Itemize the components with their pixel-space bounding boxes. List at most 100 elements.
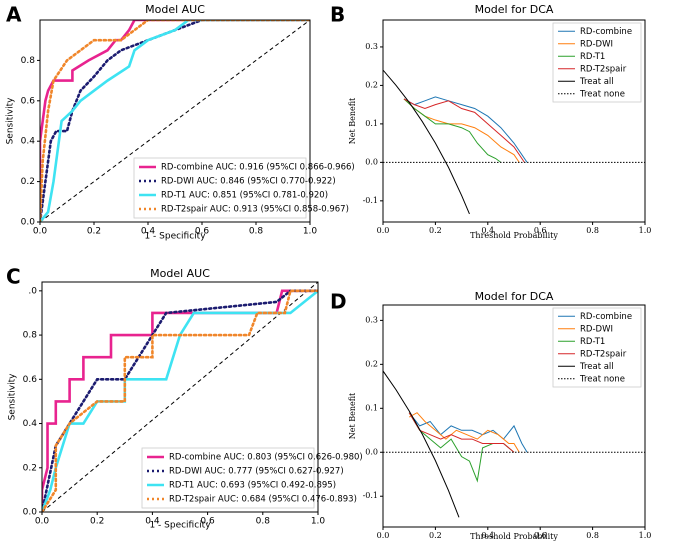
series-line — [408, 412, 515, 453]
y-tick-label: 0.8 — [21, 56, 36, 66]
x-tick-label: 1.0 — [311, 517, 326, 527]
x-axis-label: 1 - Specificity — [144, 232, 206, 242]
reference-diagonal — [40, 20, 310, 222]
plot-area — [42, 282, 318, 512]
chart-title: Model AUC — [145, 3, 205, 16]
y-tick-label: 0.2 — [365, 80, 378, 89]
legend-label: RD-combine — [580, 27, 632, 37]
chart-title: Model AUC — [150, 267, 210, 280]
x-tick-label: 0.6 — [195, 227, 210, 237]
legend-label: RD-T1 — [580, 52, 605, 62]
x-axis-label: Threshold Probability — [470, 231, 558, 240]
y-tick-label: 0.6 — [23, 375, 38, 385]
y-tick-label: 0.0 — [21, 218, 36, 228]
y-axis-label: Net Benefit — [348, 392, 357, 439]
legend-label: RD-DWI — [580, 39, 613, 49]
x-tick-label: 0.6 — [534, 531, 547, 540]
y-tick-label: 0.3 — [365, 42, 378, 51]
x-tick-label: 0.2 — [429, 226, 442, 235]
legend-label: RD-DWI AUC: 0.777 (95%CI 0.627-0.927) — [169, 467, 344, 477]
y-axis-label: Net Benefit — [348, 97, 357, 144]
series-line — [383, 69, 470, 215]
legend-label: RD-combine — [580, 312, 632, 322]
series-line — [403, 96, 528, 163]
legend-label: RD-T2spair AUC: 0.684 (95%CI 0.476-0.893… — [169, 495, 357, 505]
plot-area — [40, 20, 310, 222]
x-tick-label: 0.0 — [33, 227, 48, 237]
x-tick-label: 0.8 — [586, 531, 599, 540]
panel: D Model for DCA Threshold Probability Net B… — [330, 290, 651, 541]
x-tick-label: 0.4 — [145, 517, 160, 527]
chart-title: Model for DCA — [475, 3, 554, 16]
legend-box — [552, 22, 642, 103]
x-tick-label: 0.4 — [141, 227, 156, 237]
series-line — [403, 98, 525, 163]
panel-label: A — [6, 3, 22, 27]
series-line — [40, 20, 310, 222]
x-tick-label: 0.8 — [586, 226, 599, 235]
x-axis-label: 1 - Specificity — [149, 521, 211, 531]
x-tick-label: 0.6 — [534, 226, 547, 235]
legend-label: RD-combine AUC: 0.916 (95%CI 0.866-0.966… — [161, 163, 355, 173]
x-tick-label: 0.8 — [249, 227, 264, 237]
axes-frame — [382, 19, 646, 223]
series-line — [40, 20, 310, 222]
x-tick-label: 0.6 — [200, 517, 215, 527]
legend-label: RD-T2spair — [580, 349, 627, 359]
legend-label: RD-T2spair AUC: 0.913 (95%CI 0.858-0.967… — [161, 205, 349, 215]
y-tick-label: 0.4 — [21, 137, 36, 147]
panel: B Model for DCA Threshold Probability Net B… — [330, 3, 651, 241]
legend-label: Treat all — [579, 77, 614, 87]
x-tick-label: 0.4 — [481, 226, 494, 235]
legend-label: Treat all — [579, 362, 614, 372]
series-line — [403, 98, 502, 163]
x-tick-label: 1.0 — [639, 531, 652, 540]
legend-label: RD-DWI — [580, 324, 613, 334]
series-line — [408, 412, 515, 483]
legend-label: RD-combine AUC: 0.803 (95%CI 0.626-0.980… — [169, 453, 363, 463]
y-tick-label: 0.1 — [365, 119, 378, 128]
y-tick-label: 0.1 — [365, 403, 378, 412]
reference-diagonal — [42, 282, 318, 512]
y-tick-label: 0.6 — [21, 96, 36, 106]
y-tick-label: 0.0 — [365, 447, 378, 456]
panel-label: D — [330, 290, 347, 314]
legend-label: RD-T2spair — [580, 64, 627, 74]
series-line — [383, 370, 460, 518]
x-tick-label: 0.8 — [256, 517, 271, 527]
y-tick-label: 0.8 — [23, 331, 38, 341]
y-axis-label: Sensitivity — [6, 97, 16, 145]
x-axis-label: Threshold Probability — [470, 532, 558, 541]
legend-label: RD-T1 — [580, 337, 605, 347]
legend-box — [133, 157, 307, 219]
x-tick-label: 0.0 — [35, 517, 50, 527]
x-tick-label: 0.4 — [481, 531, 494, 540]
legend-label: RD-T1 AUC: 0.851 (95%CI 0.781-0.920) — [161, 191, 328, 201]
y-tick-label: -0.1 — [363, 491, 378, 500]
legend-label: Treat none — [579, 374, 625, 384]
legend-label: RD-DWI AUC: 0.846 (95%CI 0.770-0.922) — [161, 177, 336, 187]
legend-box — [552, 307, 642, 388]
axes-frame — [39, 19, 311, 223]
y-tick-label: .0 — [28, 286, 37, 296]
x-tick-label: 0.2 — [90, 517, 104, 527]
y-tick-label: 0.2 — [23, 463, 37, 473]
y-tick-label: -0.1 — [363, 196, 378, 205]
y-tick-label: 0.2 — [365, 359, 378, 368]
x-tick-label: 0.0 — [377, 226, 390, 235]
y-tick-label: 0.0 — [23, 508, 38, 518]
legend-label: Treat none — [579, 89, 625, 99]
chart-title: Model for DCA — [475, 290, 554, 303]
series-line — [408, 412, 528, 453]
panel-label: B — [330, 3, 345, 27]
x-tick-label: 0.0 — [377, 531, 390, 540]
x-tick-label: 0.2 — [429, 531, 442, 540]
plot-area — [383, 69, 645, 215]
panel-label: C — [6, 265, 21, 289]
y-tick-label: 0.4 — [23, 419, 38, 429]
x-tick-label: 1.0 — [303, 227, 318, 237]
y-tick-label: 0.2 — [21, 177, 35, 187]
